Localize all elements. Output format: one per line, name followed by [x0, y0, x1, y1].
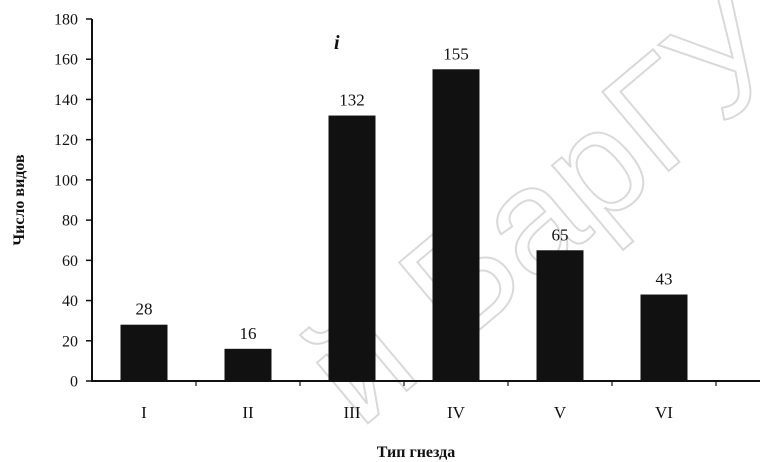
y-tick-label: 40: [62, 293, 78, 310]
y-tick-label: 180: [54, 12, 78, 29]
annotation-mark: i: [334, 32, 340, 54]
category-label: V: [554, 403, 567, 422]
category-label: I: [141, 403, 147, 422]
bars: [120, 69, 688, 382]
data-labels: 28 16 132 155 65 43: [136, 44, 673, 343]
bar: [120, 324, 168, 381]
data-label: 43: [656, 270, 673, 289]
data-label: 16: [240, 324, 257, 343]
y-tick-label: 100: [54, 172, 78, 189]
bar: [224, 348, 272, 381]
y-tick-label: 0: [70, 374, 78, 391]
x-axis-ticks: [195, 381, 717, 386]
y-tick-label: 60: [62, 253, 78, 270]
bar: [536, 250, 584, 381]
bar: [432, 69, 480, 382]
data-label: 155: [443, 44, 469, 63]
data-label: 65: [552, 225, 569, 244]
bar: [328, 115, 376, 382]
category-label: IV: [447, 403, 466, 422]
y-axis-title: Число видов: [11, 154, 28, 246]
y-tick-label: 80: [62, 213, 78, 230]
y-tick-label: 160: [54, 52, 78, 69]
category-label: VI: [655, 403, 673, 422]
y-tick-label: 120: [54, 132, 78, 149]
y-tick-label: 20: [62, 333, 78, 350]
category-label: II: [242, 403, 254, 422]
bar: [640, 294, 688, 381]
category-labels: I II III IV V VI: [141, 403, 673, 422]
y-axis-ticks: 0 20 40 60 80 100 120 140 160 180: [54, 12, 92, 391]
y-tick-label: 140: [54, 92, 78, 109]
x-axis-title: Тип гнезда: [377, 444, 456, 461]
data-label: 132: [339, 91, 365, 110]
data-label: 28: [136, 300, 153, 319]
category-label: III: [344, 403, 361, 422]
